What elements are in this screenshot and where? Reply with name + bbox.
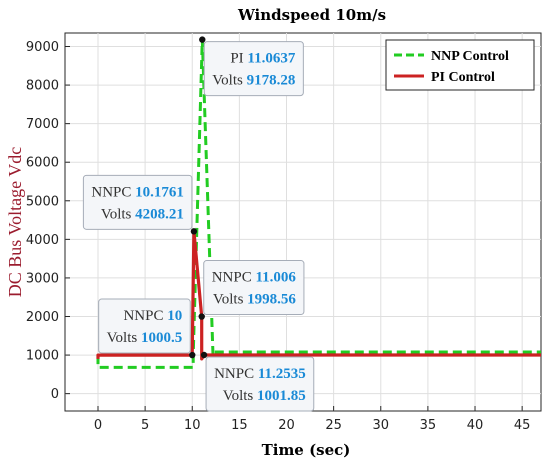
x-tick-label: 5 <box>141 418 149 433</box>
datatip-series-name: NNPC <box>212 270 256 286</box>
datatip-series-name: NNPC <box>123 308 167 324</box>
datatip-marker <box>199 36 206 43</box>
y-tick-label: 0 <box>51 387 59 402</box>
x-tick-label: 20 <box>278 418 295 433</box>
y-tick-label: 8000 <box>26 79 59 94</box>
x-tick-label: 10 <box>184 418 201 433</box>
y-tick-label: 5000 <box>26 194 59 209</box>
x-axis-label: Time (sec) <box>262 441 351 459</box>
datatip-name-line: NNPC 10 <box>123 308 182 324</box>
datatip-marker <box>200 351 208 359</box>
datatip-marker <box>190 228 198 235</box>
y-axis-ticks: 0 1000 2000 3000 4000 5000 6000 7000 8000 9000 <box>26 40 70 402</box>
datatip-volts-label: Volts <box>213 292 247 308</box>
datatip-y-value: 1001.85 <box>257 388 306 404</box>
legend: NNP Control PI Control <box>385 39 535 91</box>
datatip-marker <box>189 351 196 359</box>
datatip-marker <box>198 313 205 320</box>
datatip-name-line: NNPC 10.1761 <box>91 184 184 200</box>
datatip-box <box>82 174 193 230</box>
legend-box <box>385 39 535 91</box>
datatip-x-value: 11.0637 <box>247 51 295 67</box>
datatip-y-value: 1998.56 <box>247 292 296 308</box>
y-tick-label: 2000 <box>26 310 59 325</box>
datatip-name-line: PI 11.0637 <box>230 51 296 67</box>
datatip-series-name: NNPC <box>214 366 258 382</box>
series-line-nnp-control <box>96 38 541 369</box>
datatip-volts-label: Volts <box>223 388 257 404</box>
datatip-volts-label: Volts <box>212 73 246 89</box>
datatip-volts-label: Volts <box>101 206 135 222</box>
y-tick-label: 1000 <box>26 349 59 364</box>
x-tick-label: 40 <box>467 418 484 433</box>
datatip-x-value: 10.1761 <box>135 184 184 200</box>
x-tick-label: 15 <box>231 418 248 433</box>
datatip-volts-line: Volts 1001.85 <box>223 388 306 404</box>
y-tick-label: 9000 <box>26 40 59 55</box>
datatip-y-value: 1000.5 <box>141 330 182 346</box>
datatip-y-value: 9178.28 <box>247 73 296 89</box>
legend-label: NNP Control <box>431 49 509 64</box>
datatip: NNPC 11.006 Volts 1998.56 <box>203 260 305 316</box>
datatip-volts-line: Volts 9178.28 <box>212 73 295 89</box>
y-axis-label: DC Bus Voltage Vdc <box>5 147 25 298</box>
datatip-y-value: 4208.21 <box>135 206 184 222</box>
datatip-x-value: 11.2535 <box>258 366 306 382</box>
datatip-volts-line: Volts 4208.21 <box>101 206 184 222</box>
datatip-box <box>203 41 304 97</box>
x-tick-label: 35 <box>420 418 437 433</box>
datatip-box <box>205 356 315 412</box>
datatip-x-value: 10 <box>167 308 182 324</box>
datatip-x-value: 11.006 <box>255 270 296 286</box>
datatip-series-name: NNPC <box>91 184 135 200</box>
y-tick-label: 3000 <box>26 271 59 286</box>
datatip-volts-label: Volts <box>107 330 141 346</box>
chart-title: Windspeed 10m/s <box>237 6 386 24</box>
x-tick-label: 0 <box>94 418 102 433</box>
datatip-name-line: NNPC 11.006 <box>212 270 297 286</box>
x-tick-label: 45 <box>514 418 531 433</box>
datatip-volts-line: Volts 1998.56 <box>213 292 297 308</box>
datatip-series-name: PI <box>230 51 247 67</box>
datatip-name-line: NNPC 11.2535 <box>214 366 306 382</box>
y-tick-label: 7000 <box>26 117 59 132</box>
x-axis-ticks: 0 5 10 15 20 25 30 35 40 45 <box>94 406 531 433</box>
y-tick-label: 4000 <box>26 233 59 248</box>
y-tick-label: 6000 <box>26 156 59 171</box>
legend-label: PI Control <box>431 70 495 85</box>
datatip-volts-line: Volts 1000.5 <box>107 330 183 346</box>
x-tick-label: 25 <box>325 418 342 433</box>
datatip-box <box>203 260 305 316</box>
datatip-box <box>98 298 191 354</box>
x-tick-label: 30 <box>372 418 389 433</box>
datatip: NNPC 10 Volts 1000.5 <box>98 298 191 354</box>
